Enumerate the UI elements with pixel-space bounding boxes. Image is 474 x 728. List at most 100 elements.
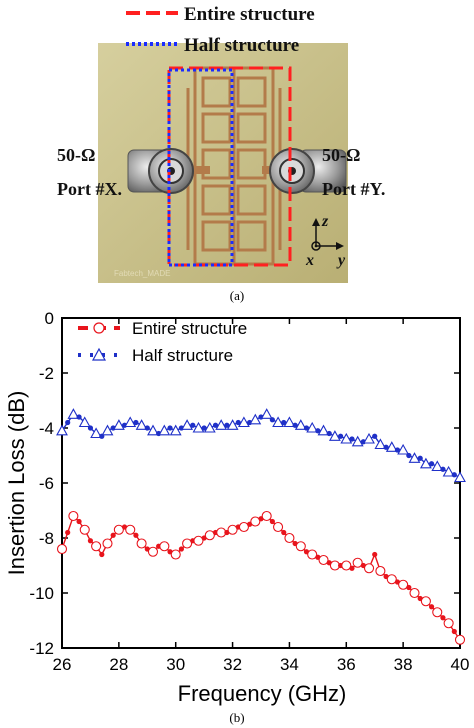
- data-point-half: [408, 452, 421, 463]
- x-tick-label: 38: [394, 655, 413, 674]
- device-photo: Entire structure Half structure 50-Ω Por…: [57, 4, 385, 283]
- data-point-entire-dot: [178, 546, 184, 552]
- x-tick-label: 40: [451, 655, 470, 674]
- data-point-half-dot: [281, 419, 287, 426]
- data-point-half-dot: [326, 430, 332, 437]
- data-point-entire: [147, 546, 159, 557]
- legend-entire-text: Entire structure: [132, 319, 247, 338]
- x-tick-label: 30: [166, 655, 185, 674]
- data-point-half: [340, 432, 353, 444]
- data-point-half-dot: [440, 466, 446, 472]
- coordinate-axes: [311, 218, 344, 251]
- data-point-entire-dot: [281, 529, 287, 536]
- data-point-entire: [261, 510, 272, 522]
- port-right-impedance: 50-Ω: [322, 145, 360, 165]
- data-point-half: [135, 419, 148, 430]
- x-tick-label: 32: [223, 655, 242, 674]
- data-point-half-dot: [303, 425, 310, 431]
- data-point-entire: [409, 587, 420, 599]
- data-point-entire-dot: [406, 584, 412, 591]
- data-point-half: [272, 416, 285, 428]
- data-point-half-dot: [451, 472, 457, 478]
- data-point-entire: [79, 524, 90, 535]
- data-point-half: [158, 424, 171, 436]
- x-tick-label: 36: [337, 655, 356, 674]
- data-point-half: [78, 416, 91, 428]
- insertion-loss-chart: 0 -2 -4 -6 -8 -10 -12 26 28 30 32 34 36 38 40 Inserti…: [4, 309, 470, 706]
- data-point-entire: [227, 524, 238, 535]
- y-tick-label: -10: [29, 584, 54, 603]
- data-point-entire-dot: [372, 551, 378, 558]
- data-point-half: [442, 465, 455, 477]
- half-structure-box: [167, 68, 234, 267]
- data-point-half: [90, 427, 103, 439]
- data-point-half-dot: [315, 428, 321, 434]
- data-point-half: [237, 416, 250, 428]
- data-point-entire: [102, 538, 113, 549]
- data-point-entire: [318, 554, 329, 566]
- data-point-half: [454, 471, 466, 483]
- data-point-entire-dot: [99, 551, 105, 558]
- y-tick-label: -2: [39, 364, 54, 383]
- axis-y-label: y: [336, 252, 346, 269]
- data-point-entire-dot: [133, 532, 139, 538]
- data-point-half-dot: [372, 433, 378, 439]
- y-tick-label: -8: [39, 529, 54, 548]
- legend-half-text: Half structure: [132, 346, 233, 365]
- data-point-half-dot: [190, 422, 196, 428]
- data-point-half: [363, 432, 375, 444]
- data-point-half: [385, 441, 398, 452]
- data-point-entire: [125, 524, 136, 535]
- data-point-entire: [432, 607, 443, 618]
- data-point-half: [181, 419, 194, 430]
- data-point-half-dot: [224, 422, 230, 428]
- series-layer: [56, 408, 466, 645]
- series-line-entire: [61, 514, 461, 641]
- data-point-entire: [113, 524, 124, 535]
- x-axis-label: Frequency (GHz): [178, 681, 347, 706]
- data-point-half: [431, 460, 444, 472]
- data-point-entire-dot: [428, 604, 435, 610]
- data-point-entire: [386, 574, 397, 585]
- data-point-half-dot: [167, 425, 173, 431]
- data-point-entire-dot: [440, 615, 446, 621]
- legend-entire-label: Entire structure: [184, 4, 315, 25]
- data-point-half: [306, 421, 319, 433]
- data-point-half: [351, 435, 364, 447]
- data-point-half-dot: [201, 425, 207, 431]
- connector-left: [127, 148, 194, 194]
- data-point-half-dot: [144, 425, 150, 431]
- x-tick-label: 34: [280, 655, 299, 674]
- series-line-half: [61, 413, 461, 479]
- data-point-entire-dot: [87, 538, 94, 544]
- y-axis-label: Insertion Loss (dB): [4, 391, 29, 576]
- data-point-half: [112, 419, 125, 430]
- data-point-entire: [159, 541, 170, 552]
- data-point-entire: [182, 538, 193, 549]
- axis-z-label: z: [321, 213, 329, 230]
- y-tick-label: -12: [29, 639, 54, 658]
- data-point-entire-dot: [65, 529, 71, 536]
- legend-entire-swatch-marker: [93, 322, 105, 334]
- plot-frame: [61, 317, 461, 649]
- data-point-entire: [341, 560, 352, 571]
- data-point-half: [328, 430, 341, 441]
- data-point-entire: [204, 530, 215, 541]
- data-point-half-dot: [65, 419, 71, 426]
- data-point-half-dot: [235, 419, 241, 426]
- data-point-entire: [443, 618, 454, 629]
- data-point-half-dot: [417, 455, 423, 461]
- x-tick-label: 26: [53, 655, 72, 674]
- y-tick-label: 0: [45, 309, 54, 328]
- data-point-half-dot: [394, 447, 401, 453]
- chart-legend: Entire structure Half structure: [78, 319, 247, 365]
- axis-x-label: x: [305, 252, 314, 269]
- x-tick-label: 28: [109, 655, 128, 674]
- data-point-entire: [91, 541, 102, 552]
- entire-structure-box: [167, 66, 292, 267]
- data-point-half: [101, 424, 114, 436]
- data-point-half: [249, 413, 262, 425]
- data-point-entire: [307, 549, 318, 560]
- data-point-entire: [398, 579, 409, 590]
- y-axis-ticks: 0 -2 -4 -6 -8 -10 -12: [29, 309, 460, 658]
